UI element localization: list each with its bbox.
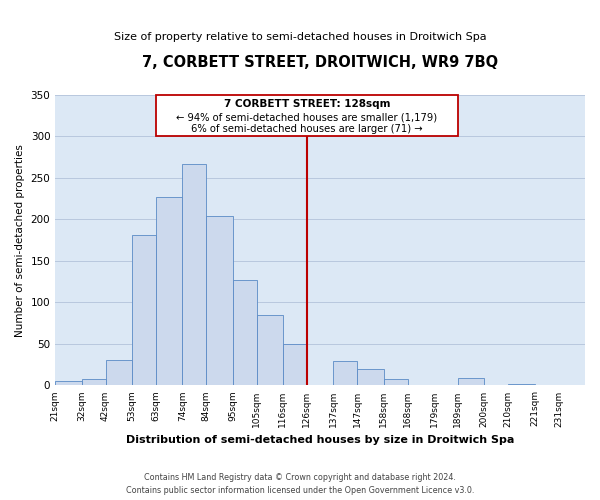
Bar: [458, 378, 484, 386]
Text: 7 CORBETT STREET: 128sqm: 7 CORBETT STREET: 128sqm: [224, 99, 390, 109]
Bar: [559, 384, 585, 386]
Bar: [383, 379, 407, 386]
Bar: [333, 360, 357, 386]
FancyBboxPatch shape: [156, 95, 458, 136]
Bar: [106, 360, 132, 386]
Bar: [55, 382, 82, 386]
Bar: [283, 344, 307, 386]
Bar: [233, 280, 257, 386]
Bar: [357, 369, 383, 386]
Y-axis label: Number of semi-detached properties: Number of semi-detached properties: [15, 144, 25, 336]
Bar: [508, 384, 535, 386]
Bar: [156, 197, 182, 386]
Text: ← 94% of semi-detached houses are smaller (1,179): ← 94% of semi-detached houses are smalle…: [176, 112, 437, 122]
Text: Size of property relative to semi-detached houses in Droitwich Spa: Size of property relative to semi-detach…: [113, 32, 487, 42]
Bar: [206, 216, 233, 386]
Bar: [82, 379, 106, 386]
Text: 6% of semi-detached houses are larger (71) →: 6% of semi-detached houses are larger (7…: [191, 124, 423, 134]
X-axis label: Distribution of semi-detached houses by size in Droitwich Spa: Distribution of semi-detached houses by …: [126, 435, 514, 445]
Bar: [257, 315, 283, 386]
Text: Contains HM Land Registry data © Crown copyright and database right 2024.
Contai: Contains HM Land Registry data © Crown c…: [126, 474, 474, 495]
Title: 7, CORBETT STREET, DROITWICH, WR9 7BQ: 7, CORBETT STREET, DROITWICH, WR9 7BQ: [142, 55, 498, 70]
Bar: [182, 164, 206, 386]
Bar: [132, 235, 156, 386]
